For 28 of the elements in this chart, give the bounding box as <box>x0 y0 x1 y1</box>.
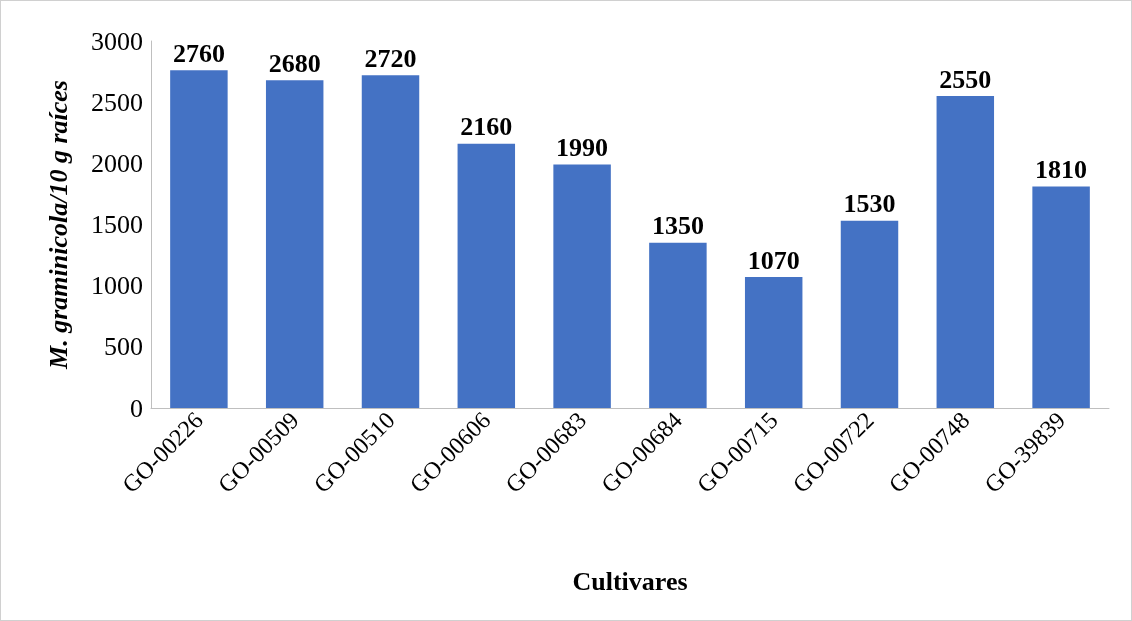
bar <box>170 70 228 408</box>
x-axis-title: Cultivares <box>572 566 688 596</box>
bar <box>649 242 707 408</box>
data-label: 1530 <box>843 189 896 219</box>
y-tick-label: 1000 <box>91 271 143 301</box>
y-tick-label: 1500 <box>91 210 143 239</box>
y-tick-label: 2000 <box>91 148 143 178</box>
data-label: 2760 <box>172 38 225 68</box>
bar <box>840 220 899 408</box>
data-label: 1070 <box>747 245 800 275</box>
y-axis-title: M. graminicola/10 g raíces <box>43 80 73 370</box>
bar <box>744 277 803 408</box>
bar <box>265 80 324 408</box>
data-label: 1990 <box>556 133 609 163</box>
data-label: 2550 <box>939 64 992 94</box>
bar <box>457 143 516 408</box>
y-tick-label: 500 <box>104 332 143 362</box>
data-label: 1350 <box>651 211 704 241</box>
data-label: 1810 <box>1035 155 1088 185</box>
bar <box>936 96 995 408</box>
bar <box>1032 186 1090 408</box>
data-label: 2680 <box>268 48 321 78</box>
bar <box>553 164 611 408</box>
y-tick-label: 3000 <box>91 26 143 56</box>
bar <box>361 75 420 408</box>
data-label: 2160 <box>460 112 513 142</box>
y-tick-label: 2500 <box>91 87 143 117</box>
data-label: 2720 <box>364 43 417 73</box>
